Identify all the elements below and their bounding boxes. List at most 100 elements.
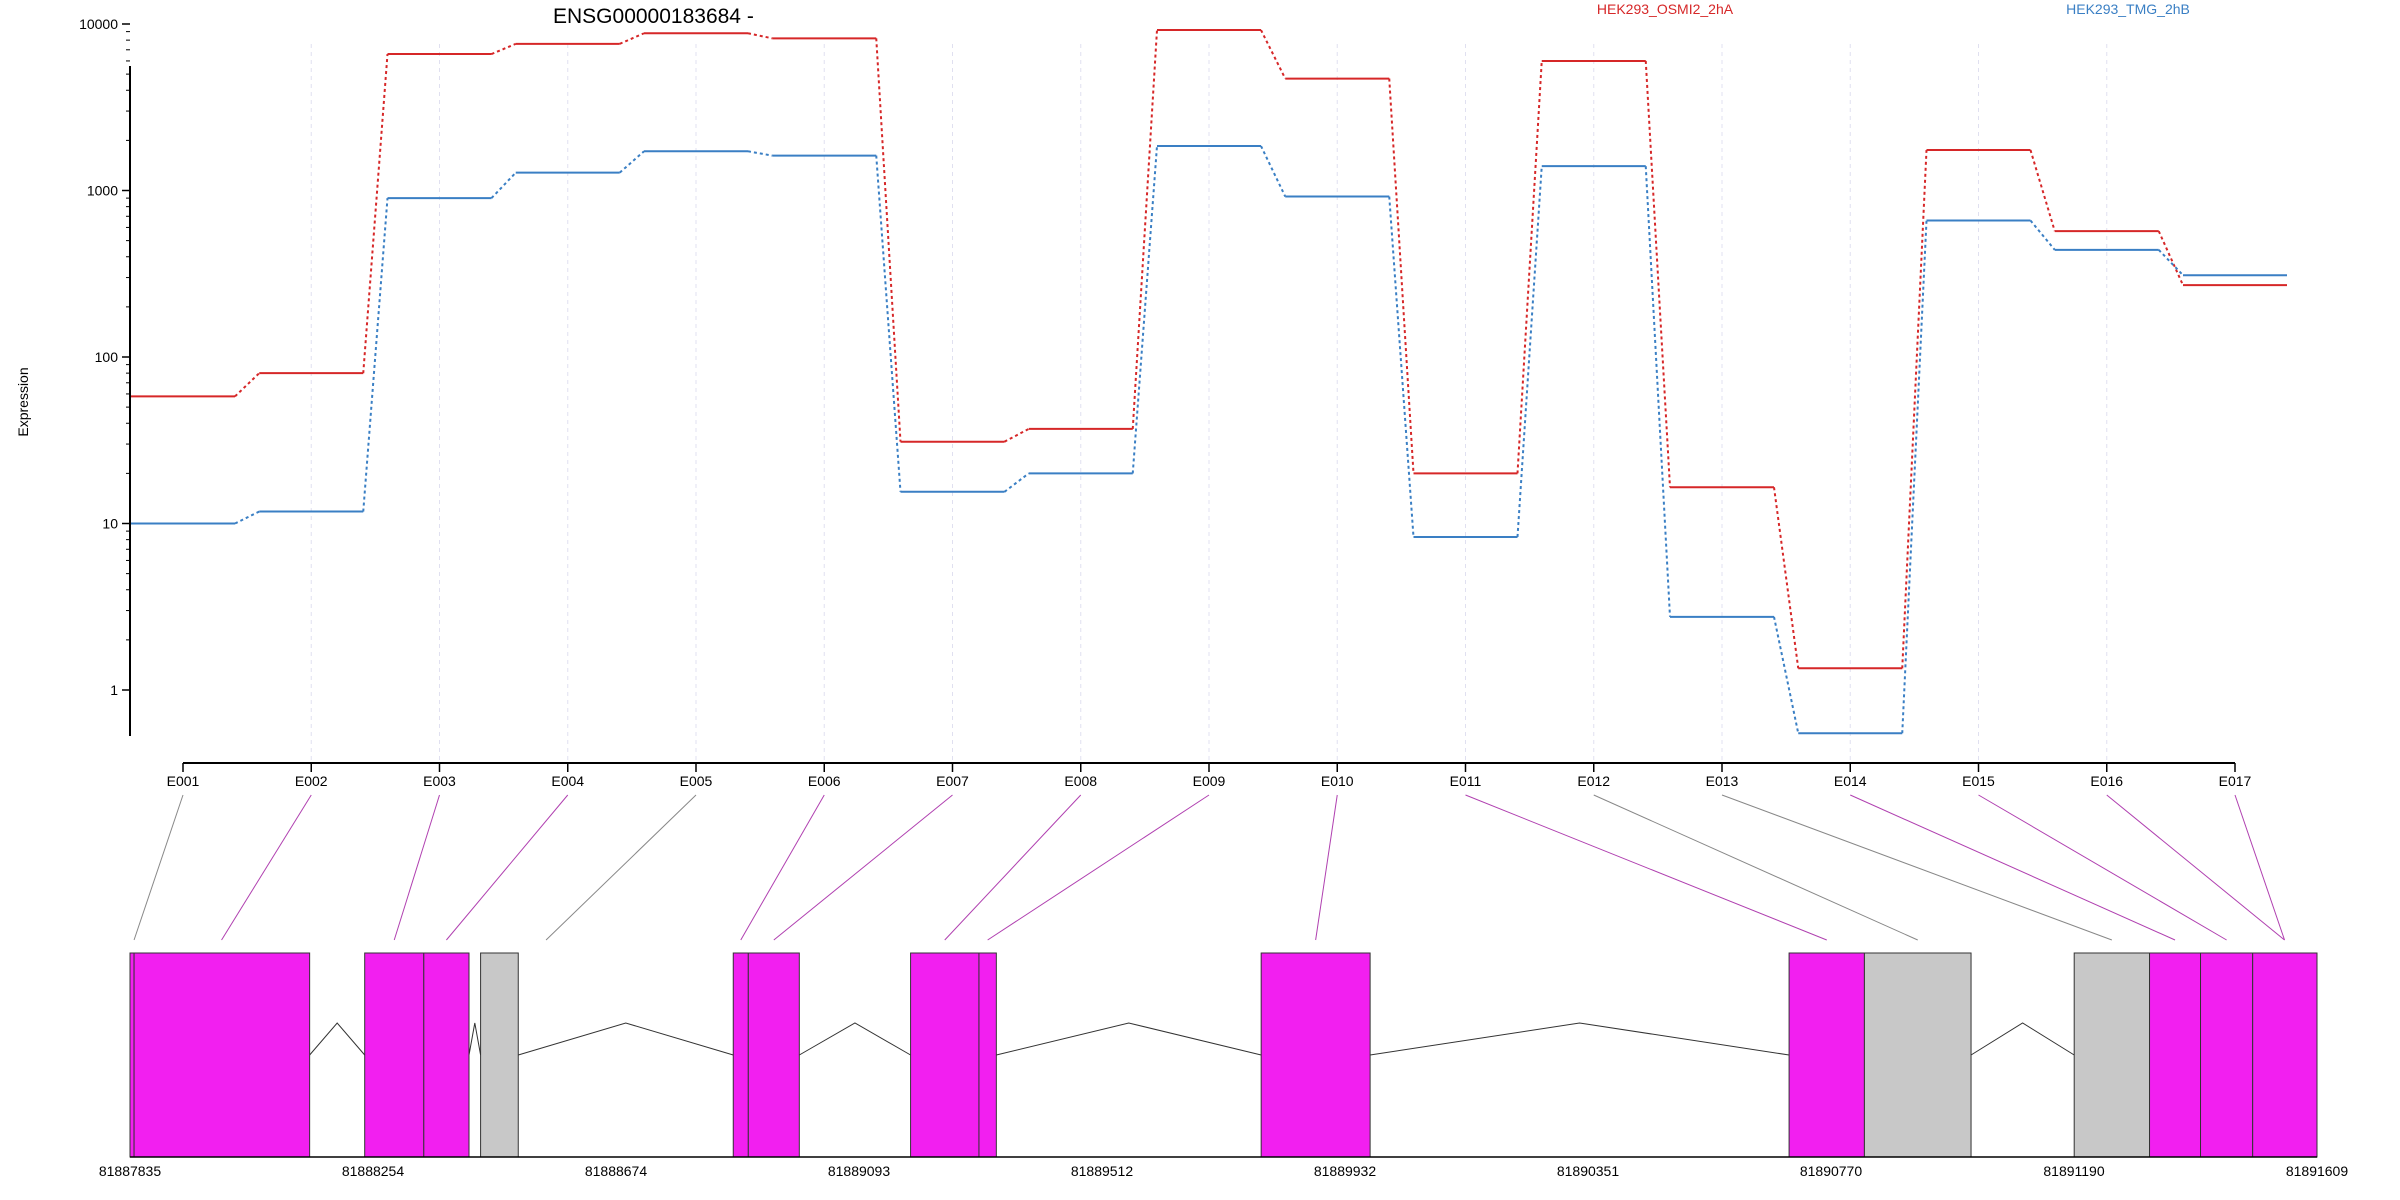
series-0-connector <box>362 53 389 374</box>
intron-6 <box>1370 1022 1790 1056</box>
x-tick-label-e001: E001 <box>167 773 200 789</box>
series-0-line <box>131 29 2287 670</box>
y-axis-label: Expression <box>15 367 31 436</box>
series-1-connector <box>1773 616 1800 734</box>
series-0-connector <box>1644 60 1671 488</box>
x-tick-label-e005: E005 <box>680 773 713 789</box>
x-tick-label-e011: E011 <box>1450 773 1482 789</box>
link-e006 <box>740 794 825 941</box>
link-e017 <box>2234 794 2286 941</box>
coordinate-label-81888254: 81888254 <box>342 1163 405 1179</box>
series-1-connector <box>1003 472 1030 493</box>
exon-bin-15 <box>2200 952 2254 1158</box>
gridlines <box>310 44 2108 760</box>
link-e012 <box>1593 794 1918 941</box>
series-1-connector <box>619 150 645 174</box>
exon-bin-links <box>133 794 2286 941</box>
intron-3 <box>518 1022 734 1056</box>
series-1-connector <box>1131 145 1158 474</box>
x-tick-label-e014: E014 <box>1834 773 1867 789</box>
axes <box>129 66 2235 764</box>
exon-bin-7 <box>747 952 800 1158</box>
series-1-connector <box>490 171 517 199</box>
intron-1 <box>309 1022 366 1056</box>
x-tick-label-e003: E003 <box>423 773 456 789</box>
coordinate-label-81888674: 81888674 <box>585 1163 648 1179</box>
series-1-connector <box>1388 196 1415 538</box>
genomic-coordinate-axis: 81887835 81888254 81888674 81889093 81889512… <box>99 1156 2349 1179</box>
series-0-connector <box>2029 149 2056 232</box>
series-0-connector <box>1901 149 1928 669</box>
series-0-connector <box>234 372 260 398</box>
coordinate-label-81889093: 81889093 <box>828 1163 891 1179</box>
link-e009 <box>987 794 1210 941</box>
exon-bin-14 <box>2149 952 2202 1158</box>
link-e015 <box>1978 794 2227 941</box>
series-1-connector <box>1901 220 1928 734</box>
coordinate-label-81891609: 81891609 <box>2286 1163 2349 1179</box>
y-ticks: 1 10 100 1000 10000 <box>79 16 130 698</box>
x-tick-label-e017: E017 <box>2219 773 2252 789</box>
link-e010 <box>1315 794 1338 941</box>
legend-series-1: HEK293_TMG_2hB <box>2066 1 2190 17</box>
chart-title: ENSG00000183684 - <box>553 5 754 28</box>
series-1-connector <box>2158 249 2184 276</box>
y-tick-label-10: 10 <box>102 516 118 532</box>
x-tick-label-e008: E008 <box>1064 773 1097 789</box>
link-e008 <box>944 794 1082 941</box>
series-1-connector <box>747 150 773 157</box>
series-0-connector <box>1773 487 1800 669</box>
coordinate-label-81887835: 81887835 <box>99 1163 162 1179</box>
x-tick-label-e013: E013 <box>1706 773 1739 789</box>
intron-7 <box>1970 1022 2075 1056</box>
link-e003 <box>393 794 440 941</box>
exon-bin-3 <box>364 952 425 1158</box>
series-1-connector <box>1260 145 1287 197</box>
x-ticks: E001 E002 E003 E004 E005 E006 E007 E008 E009 E010… <box>167 763 2252 789</box>
coordinate-label-81889932: 81889932 <box>1314 1163 1377 1179</box>
y-tick-label-1: 1 <box>110 682 118 698</box>
x-tick-label-e010: E010 <box>1321 773 1354 789</box>
series-1-connector <box>234 510 260 525</box>
exon-bin-13 <box>2073 952 2151 1158</box>
link-e005 <box>545 794 697 941</box>
x-tick-label-e016: E016 <box>2090 773 2123 789</box>
series-0-connector <box>875 38 902 442</box>
intron-2 <box>468 1022 482 1056</box>
series-1-connector <box>2029 219 2056 251</box>
intron-5 <box>996 1022 1262 1056</box>
gene-model <box>129 952 2318 1158</box>
series-layer <box>131 29 2287 735</box>
series-0-connector <box>491 42 517 55</box>
link-e011 <box>1465 794 1827 941</box>
link-e004 <box>446 794 569 941</box>
series-0-connector <box>1131 29 1158 429</box>
exon-bin-11 <box>1788 952 1865 1158</box>
exon-bin-8 <box>910 952 980 1158</box>
link-e016 <box>2106 794 2285 941</box>
link-e007 <box>773 794 953 941</box>
y-tick-label-100: 100 <box>95 349 119 365</box>
exon-bin-1 <box>129 952 135 1158</box>
exon-bin-6 <box>732 952 749 1158</box>
series-0-connector <box>2157 230 2184 286</box>
coordinate-label-81891190: 81891190 <box>2043 1163 2104 1179</box>
legend-series-0: HEK293_OSMI2_2hA <box>1597 1 1734 17</box>
exon-bin-12 <box>1863 952 1972 1158</box>
link-e014 <box>1850 794 2176 941</box>
exon-bin-9 <box>978 952 997 1158</box>
x-tick-label-e009: E009 <box>1193 773 1226 789</box>
x-tick-label-e004: E004 <box>551 773 584 789</box>
series-1-line <box>131 145 2287 735</box>
series-0-connector <box>1004 428 1030 443</box>
x-tick-label-e012: E012 <box>1577 773 1610 789</box>
series-1-connector <box>1516 166 1543 538</box>
exon-bin-4 <box>423 952 470 1158</box>
y-tick-label-1000: 1000 <box>87 183 118 199</box>
series-0-connector <box>1260 29 1287 80</box>
exon-bin-10 <box>1260 952 1371 1158</box>
coordinate-label-81889512: 81889512 <box>1071 1163 1134 1179</box>
series-0-connector <box>619 32 645 45</box>
coordinate-label-81890351: 81890351 <box>1557 1163 1620 1179</box>
